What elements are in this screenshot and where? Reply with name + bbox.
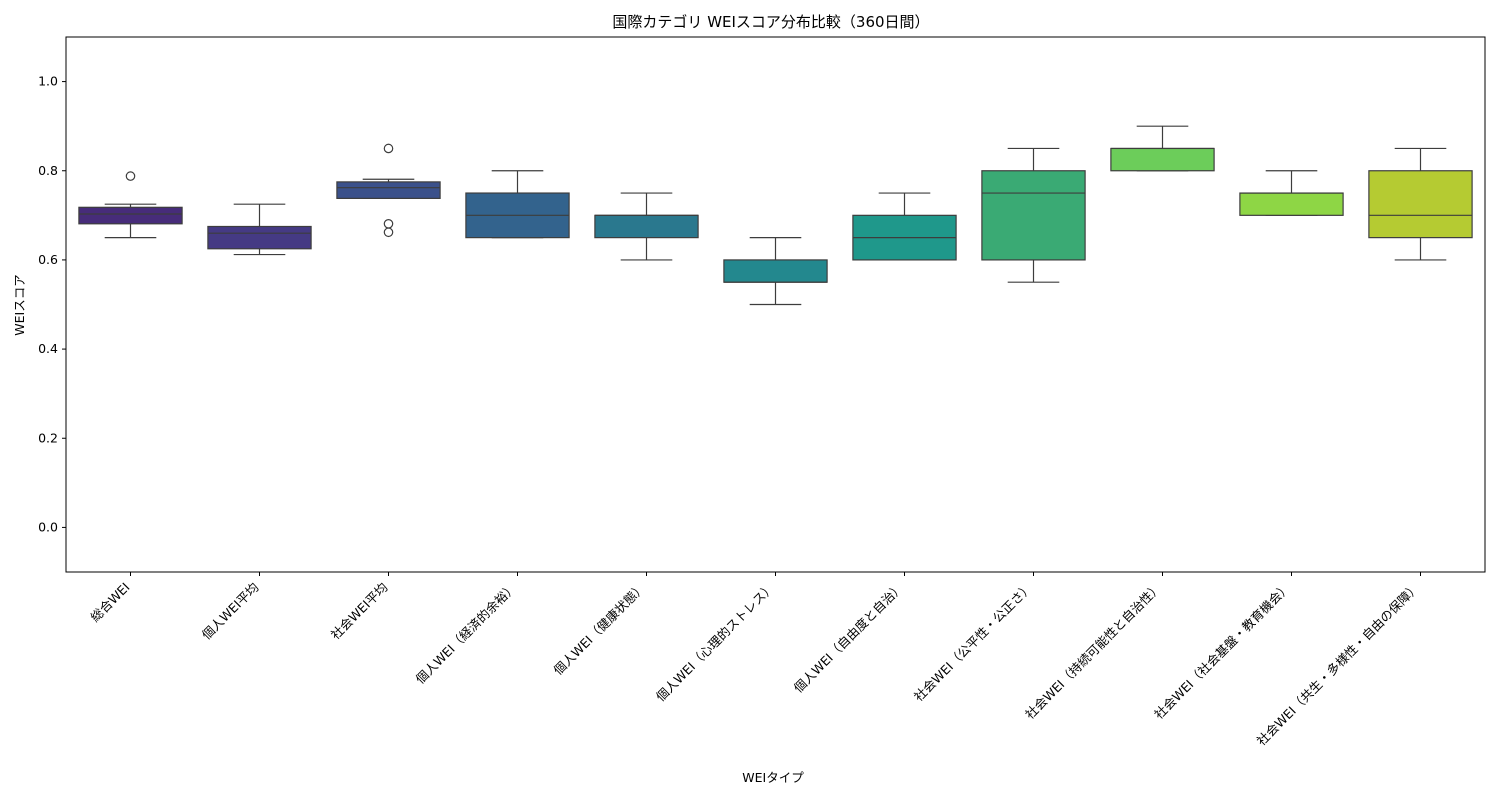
box-body [78, 206, 183, 225]
box-8 [981, 147, 1086, 283]
box-11 [1368, 147, 1473, 261]
x-tick-label: 社会WEI（共生・多様性・自由の保障） [1254, 580, 1423, 749]
x-tick-label: 社会WEI（社会基盤・教育機会） [1151, 580, 1293, 722]
x-tick-label: 個人WEI（経済的余裕） [413, 580, 520, 687]
box-1 [78, 171, 183, 239]
box-9 [1110, 125, 1215, 172]
box-5 [594, 192, 699, 261]
chart-title: 国際カテゴリ WEIスコア分布比較（360日間） [612, 13, 929, 31]
outlier-point [125, 171, 136, 181]
x-tick-label: 個人WEI（心理的ストレス） [653, 580, 778, 705]
outlier-point [383, 227, 394, 238]
x-tick-label: 社会WEI平均 [328, 580, 391, 643]
x-tick-label: 社会WEI（持続可能性と自治性） [1022, 580, 1164, 722]
x-tick-label: 総合WEI [87, 580, 132, 625]
y-tick-label: 1.0 [38, 74, 58, 89]
x-tick-label: 社会WEI（公平性・公正さ） [911, 580, 1036, 705]
box-3 [336, 143, 441, 238]
y-tick-label: 0.0 [38, 519, 58, 534]
box-body [1368, 170, 1473, 239]
box-2 [207, 203, 312, 256]
box-10 [1239, 170, 1344, 216]
x-axis-label: WEIタイプ [742, 770, 804, 785]
box-body [1110, 147, 1215, 172]
y-tick-label: 0.2 [38, 430, 58, 445]
x-axis: 総合WEI 個人WEI平均 社会WEI平均 個人WEI（経済的余裕） 個人WEI（健康状… [87, 572, 1423, 749]
box-7 [852, 192, 957, 261]
box-body [723, 259, 828, 283]
y-tick-label: 0.4 [38, 341, 58, 356]
x-tick-label: 個人WEI（自由度と自治） [791, 580, 907, 696]
box-6 [723, 237, 828, 306]
outlier-point [383, 219, 394, 229]
box-body [981, 170, 1086, 261]
y-tick-label: 0.6 [38, 252, 58, 267]
y-axis-label: WEIスコア [12, 274, 27, 335]
box-series [78, 125, 1473, 306]
box-body [594, 214, 699, 239]
box-body [207, 225, 312, 250]
y-tick-label: 0.8 [38, 163, 58, 178]
outlier-point [383, 143, 394, 154]
x-tick-label: 個人WEI平均 [199, 580, 262, 643]
box-4 [465, 170, 570, 239]
y-axis: 0.0 0.2 0.4 0.6 0.8 1.0 [38, 74, 66, 534]
box-body [1239, 192, 1344, 216]
box-body [336, 181, 441, 199]
x-tick-label: 個人WEI（健康状態） [550, 580, 648, 678]
